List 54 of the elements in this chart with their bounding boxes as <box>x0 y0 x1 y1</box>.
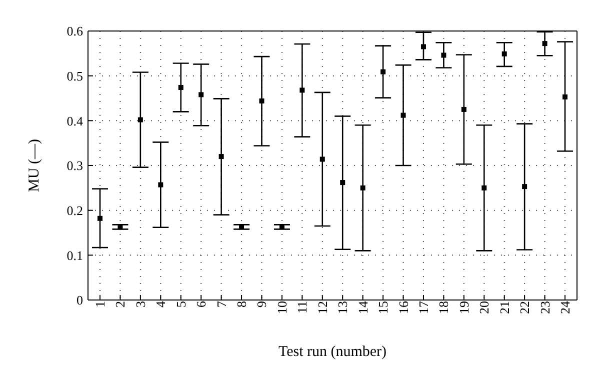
point <box>441 52 446 58</box>
y-tick-label: 0.3 <box>66 158 83 174</box>
point <box>461 106 466 112</box>
point <box>522 184 528 190</box>
x-tick-label: 9 <box>254 301 270 308</box>
x-tick-label: 5 <box>173 301 188 308</box>
x-tick-label: 14 <box>355 300 370 314</box>
point <box>320 156 325 162</box>
y-tick-label: 0 <box>76 292 83 308</box>
point <box>158 182 164 188</box>
point <box>259 98 264 104</box>
x-tick-label: 11 <box>294 301 310 314</box>
point <box>420 44 426 50</box>
y-tick-label: 0.2 <box>66 202 83 218</box>
point <box>218 154 224 160</box>
x-tick-label: 23 <box>537 301 552 314</box>
y-tick-label: 0.4 <box>66 113 84 128</box>
point <box>502 51 507 56</box>
x-tick-label: 18 <box>436 301 452 314</box>
x-tick-label: 3 <box>132 301 148 308</box>
point <box>400 112 406 118</box>
x-tick-label: 15 <box>376 301 391 314</box>
x-tick-label: 21 <box>496 301 512 314</box>
point <box>542 41 548 46</box>
x-tick-label: 13 <box>335 301 350 314</box>
x-tick-label: 8 <box>234 301 250 308</box>
point <box>482 185 487 190</box>
point <box>198 92 204 98</box>
x-tick-label: 6 <box>194 300 209 308</box>
y-tick-label: 0.1 <box>66 248 83 263</box>
x-tick-label: 12 <box>314 301 330 314</box>
x-axis-title: Test run (number) <box>278 344 387 360</box>
point <box>98 216 102 221</box>
x-tick-label: 20 <box>476 301 492 314</box>
x-tick-label: 24 <box>558 300 572 314</box>
x-tick-label: 4 <box>153 300 168 308</box>
point <box>360 185 366 190</box>
point <box>380 69 386 74</box>
x-tick-label: 22 <box>517 301 532 314</box>
x-tick-label: 7 <box>214 300 229 308</box>
x-tick-label: 10 <box>274 301 290 314</box>
point <box>340 180 346 186</box>
point <box>562 94 568 100</box>
y-axis-title: MU (—) <box>26 139 42 192</box>
y-tick-label: 0.6 <box>66 24 84 39</box>
point <box>178 84 184 90</box>
x-tick-label: 1 <box>92 301 108 308</box>
x-tick-label: 19 <box>456 301 472 314</box>
x-tick-label: 17 <box>416 300 431 314</box>
x-tick-label: 16 <box>396 300 411 314</box>
point <box>300 88 305 93</box>
y-tick-label: 0.5 <box>66 68 83 84</box>
x-tick-label: 2 <box>112 301 128 308</box>
point <box>138 117 143 122</box>
